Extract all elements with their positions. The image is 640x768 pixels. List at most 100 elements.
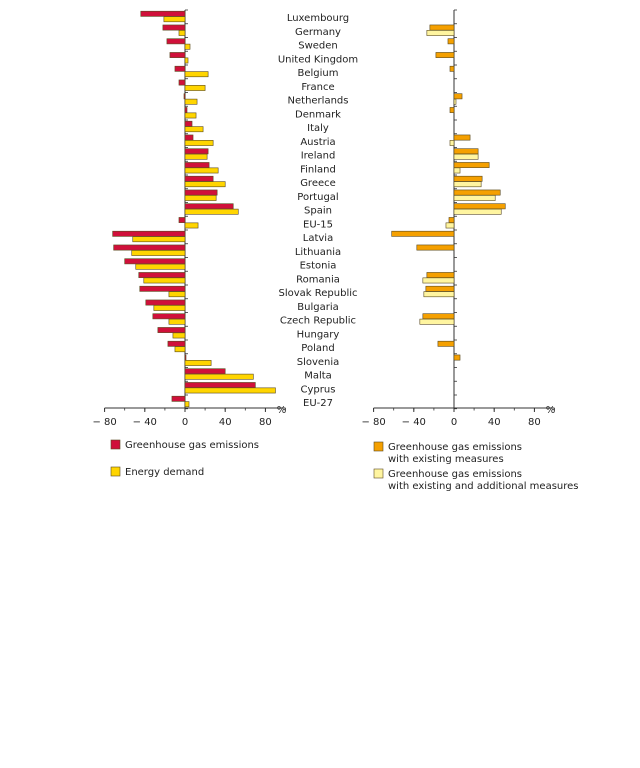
category-label-6: Netherlands: [288, 96, 349, 107]
left-bar-1-16: [132, 236, 186, 243]
right-bar-0-16: [391, 230, 455, 237]
left-bar-1-26: [184, 373, 254, 380]
left-bar-1-9: [184, 140, 214, 146]
left-chart: − 80 − 40 0 40 80%: [92, 9, 287, 428]
category-label-28: EU-27: [303, 398, 333, 409]
right-bar-1-12: [453, 181, 482, 188]
right-x-tick-label-1: − 40: [402, 417, 426, 428]
legend-label-ghg-additional-line2: with existing and additional measures: [388, 481, 579, 492]
left-bar-1-23: [172, 332, 186, 339]
left-bar-0-17: [113, 244, 186, 251]
left-bar-0-22: [152, 313, 186, 320]
left-x-tick-label-4: 80: [259, 417, 272, 428]
right-bar-1-15: [445, 222, 455, 229]
left-x-tick-label-3: 40: [219, 417, 232, 428]
left-bar-0-27: [184, 382, 256, 388]
left-bar-1-1: [178, 30, 186, 36]
category-label-5: France: [301, 82, 334, 93]
left-bar-1-15: [184, 222, 199, 229]
left-bar-1-21: [153, 305, 186, 311]
category-label-2: Sweden: [298, 41, 338, 52]
category-label-10: Ireland: [301, 151, 336, 162]
left-bar-1-14: [184, 208, 239, 215]
right-bar-0-22: [422, 313, 455, 320]
left-x-unit-label: %: [277, 405, 287, 416]
right-bar-1-6: [453, 98, 457, 105]
right-bar-0-2: [447, 38, 455, 45]
right-bar-0-24: [437, 340, 455, 347]
left-bar-1-11: [184, 167, 219, 174]
left-x-tick-label-1: − 40: [133, 417, 157, 428]
left-bar-1-4: [184, 71, 209, 78]
left-bar-1-12: [184, 181, 226, 188]
right-bar-0-3: [435, 52, 455, 58]
category-label-0: Luxembourg: [287, 13, 349, 24]
right-bar-0-11: [453, 162, 490, 168]
right-bar-1-14: [453, 208, 502, 215]
left-bar-0-16: [112, 230, 186, 237]
right-bar-0-19: [426, 272, 455, 278]
right-bar-0-6: [453, 93, 463, 100]
left-bar-1-13: [184, 195, 217, 201]
right-bar-0-12: [453, 175, 483, 182]
category-label-24: Poland: [301, 343, 334, 354]
left-bar-0-12: [184, 175, 214, 182]
left-bar-0-4: [174, 65, 186, 72]
right-x-unit-label: %: [546, 405, 556, 416]
left-bar-0-26: [184, 368, 226, 375]
left-bar-1-8: [184, 126, 204, 133]
left-bar-1-2: [184, 43, 191, 50]
right-bar-0-7: [449, 107, 455, 113]
right-x-tick-label-0: − 80: [361, 417, 385, 428]
category-label-15: EU-15: [303, 219, 333, 230]
legend-right: Greenhouse gas emissions with existing m…: [373, 441, 579, 492]
right-bar-1-13: [453, 195, 496, 201]
left-bar-1-3: [184, 57, 189, 64]
legend-left: Greenhouse gas emissions Energy demand: [110, 439, 259, 478]
right-bar-0-17: [416, 244, 455, 251]
category-label-7: Denmark: [295, 109, 341, 120]
right-chart: − 80 − 40 0 40 80%: [361, 9, 556, 428]
right-bar-0-25: [453, 354, 461, 361]
category-label-1: Germany: [295, 27, 341, 38]
category-label-4: Belgium: [298, 68, 339, 79]
category-label-27: Cyprus: [301, 384, 336, 395]
left-bar-0-19: [138, 272, 186, 278]
category-label-16: Latvia: [303, 233, 333, 244]
category-label-21: Bulgaria: [297, 302, 338, 313]
right-bar-1-19: [422, 277, 455, 284]
left-bar-0-2: [166, 38, 186, 45]
right-bar-0-9: [453, 134, 471, 141]
category-label-19: Romania: [296, 274, 340, 285]
category-label-17: Lithuania: [295, 247, 341, 258]
left-bar-0-25: [184, 354, 187, 361]
left-bar-0-5: [178, 79, 186, 86]
right-bar-0-10: [453, 148, 479, 155]
legend-label-ghg-existing-line1: Greenhouse gas emissions: [388, 442, 522, 453]
left-bar-1-24: [174, 346, 186, 353]
legend-swatch-ghg-existing: [373, 441, 384, 452]
left-bar-0-20: [139, 285, 186, 292]
legend-label-energy: Energy demand: [125, 467, 204, 478]
category-label-12: Greece: [300, 178, 336, 189]
left-bar-1-18: [135, 263, 186, 270]
category-label-18: Estonia: [300, 261, 337, 272]
category-label-9: Austria: [300, 137, 335, 148]
right-bar-1-1: [426, 30, 455, 36]
right-bar-1-11: [453, 167, 461, 174]
right-bar-0-13: [453, 189, 501, 196]
left-bar-1-28: [184, 401, 190, 408]
legend-swatch-ghg: [110, 439, 121, 450]
left-x-tick-label-2: 0: [182, 417, 188, 428]
left-bar-1-22: [168, 318, 186, 325]
left-bar-0-3: [169, 52, 186, 58]
right-bar-0-14: [453, 203, 506, 210]
left-bar-1-27: [184, 387, 276, 394]
category-label-11: Finland: [300, 164, 336, 175]
left-bar-0-14: [184, 203, 234, 210]
left-bar-0-15: [178, 217, 186, 223]
category-label-25: Slovenia: [297, 357, 340, 368]
category-label-14: Spain: [304, 206, 332, 217]
left-bar-0-18: [124, 258, 186, 265]
